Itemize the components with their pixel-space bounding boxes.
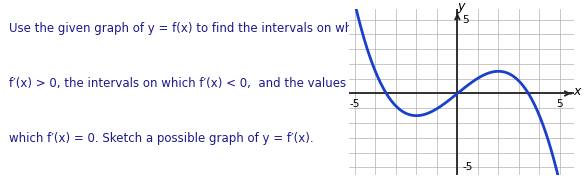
Text: -5: -5 [350,99,360,109]
Text: -5: -5 [462,162,473,172]
Text: x: x [573,85,580,98]
Text: 5: 5 [557,99,563,109]
Text: f′(x) > 0, the intervals on which f′(x) < 0,  and the values of x for: f′(x) > 0, the intervals on which f′(x) … [9,77,392,90]
Text: which f′(x) = 0. Sketch a possible graph of y = f′(x).: which f′(x) = 0. Sketch a possible graph… [9,132,314,146]
Text: Use the given graph of y = f(x) to find the intervals on which: Use the given graph of y = f(x) to find … [9,22,370,35]
Text: y: y [458,0,465,13]
Text: 5: 5 [462,15,469,24]
